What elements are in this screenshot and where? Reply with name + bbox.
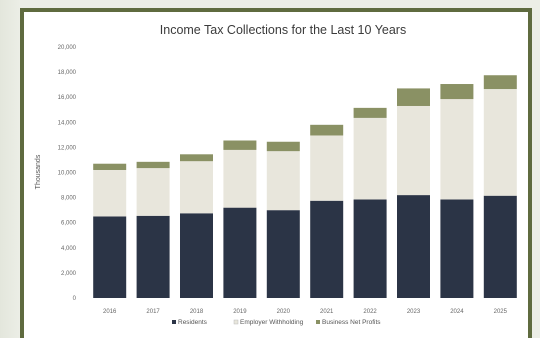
bar-segment [266,141,300,152]
y-tick-label: 16,000 [58,95,77,101]
legend: Residents Employer Withholding Business Ne… [172,319,381,326]
bar-segment [136,168,170,216]
bar-segment [266,210,300,298]
y-tick-label: 0 [73,296,77,302]
x-tick-label: 2016 [103,309,117,315]
bar-segment [353,107,387,118]
y-tick-label: 4,000 [61,246,77,252]
x-tick-label: 2023 [407,309,421,315]
bar-segment [136,161,170,169]
x-tick-label: 2025 [494,309,508,315]
y-axis: 0 2,000 4,000 6,000 8,000 10,000 12,000 14,000 1… [58,45,77,302]
y-tick-label: 8,000 [61,196,77,202]
x-tick-label: 2017 [146,309,160,315]
bar-segment [440,84,474,100]
bars-group [93,75,517,298]
bar-segment [310,200,344,298]
bar-segment [310,135,344,201]
bar-segment [180,154,213,162]
bar-segment [223,149,257,208]
bar-segment [93,163,127,170]
x-tick-label: 2024 [450,309,464,315]
x-tick-label: 2022 [363,309,377,315]
bar-segment [440,99,474,200]
y-tick-label: 10,000 [58,171,77,177]
legend-swatch [233,319,239,325]
legend-label: Business Net Profits [322,319,381,326]
y-axis-title: Thousands [35,154,42,189]
bar-segment [397,105,430,196]
y-tick-label: 6,000 [61,221,77,227]
bar-segment [223,140,257,150]
page-background [0,0,20,338]
bar-segment [483,75,517,90]
bar-segment [93,169,127,217]
bar-segment [136,215,170,298]
y-tick-label: 12,000 [58,145,77,151]
bar-segment [223,207,257,298]
bar-segment [180,213,213,298]
bar-segment [310,124,344,136]
y-tick-label: 18,000 [58,70,77,76]
bar-segment [483,89,517,196]
legend-label: Employer Withholding [240,319,304,326]
legend-label: Residents [178,319,208,326]
x-tick-label: 2019 [233,309,247,315]
bar-segment [483,195,517,298]
bar-segment [397,195,430,298]
y-tick-label: 14,000 [58,120,77,126]
legend-swatch [172,320,176,324]
bar-segment [353,199,387,298]
chart-title: Income Tax Collections for the Last 10 Y… [160,23,406,37]
x-tick-label: 2018 [190,309,204,315]
x-tick-label: 2020 [277,309,291,315]
x-tick-label: 2021 [320,309,334,315]
bar-segment [93,216,127,298]
legend-swatch [316,320,320,324]
bar-segment [440,199,474,298]
x-axis: 2016 2017 2018 2019 2020 2021 2022 2023 2024 2025 [103,309,508,315]
bar-segment [397,88,430,106]
y-tick-label: 2,000 [61,271,77,277]
bar-segment [180,161,213,214]
bar-segment [353,117,387,200]
bar-segment [266,151,300,211]
y-tick-label: 20,000 [58,45,77,51]
